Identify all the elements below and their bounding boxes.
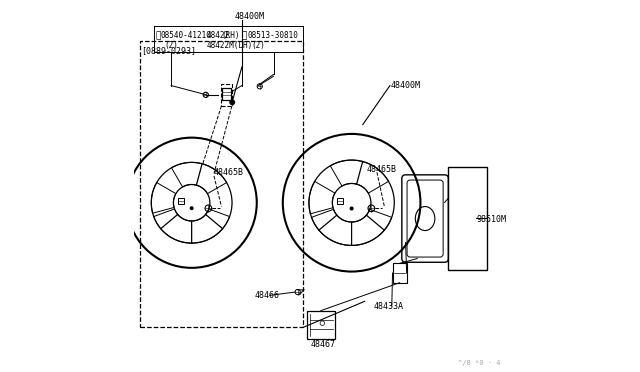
- Text: 48433A: 48433A: [374, 302, 404, 311]
- Text: 48422: 48422: [207, 31, 230, 40]
- Text: 08513-30810: 08513-30810: [248, 31, 298, 40]
- Bar: [221, 84, 232, 106]
- Bar: [140, 41, 303, 327]
- Bar: [178, 198, 184, 204]
- Text: 48400M: 48400M: [234, 12, 264, 21]
- Text: Ⓢ: Ⓢ: [242, 31, 247, 40]
- Text: 98510M: 98510M: [476, 215, 506, 224]
- Text: (2): (2): [251, 41, 265, 50]
- Text: 48465B: 48465B: [214, 169, 244, 177]
- Circle shape: [190, 207, 193, 209]
- Bar: [392, 263, 406, 283]
- Text: Ⓢ: Ⓢ: [156, 31, 161, 40]
- Bar: [337, 198, 343, 204]
- Text: 48466: 48466: [255, 291, 280, 300]
- Text: 08540-41210: 08540-41210: [161, 31, 212, 40]
- Text: (2): (2): [164, 41, 179, 50]
- Text: 48465B: 48465B: [367, 165, 397, 174]
- Text: 48467: 48467: [310, 340, 336, 349]
- Text: 48400M: 48400M: [390, 81, 420, 90]
- Circle shape: [230, 100, 234, 105]
- Bar: [449, 167, 488, 270]
- Bar: [307, 311, 335, 339]
- Circle shape: [350, 207, 353, 210]
- Text: 48422M(LH): 48422M(LH): [207, 41, 253, 50]
- Text: ^/8 *0 · 4: ^/8 *0 · 4: [458, 360, 500, 366]
- Text: [0889-0293]: [0889-0293]: [141, 46, 196, 55]
- Bar: [222, 88, 231, 100]
- Text: (RH): (RH): [221, 31, 240, 40]
